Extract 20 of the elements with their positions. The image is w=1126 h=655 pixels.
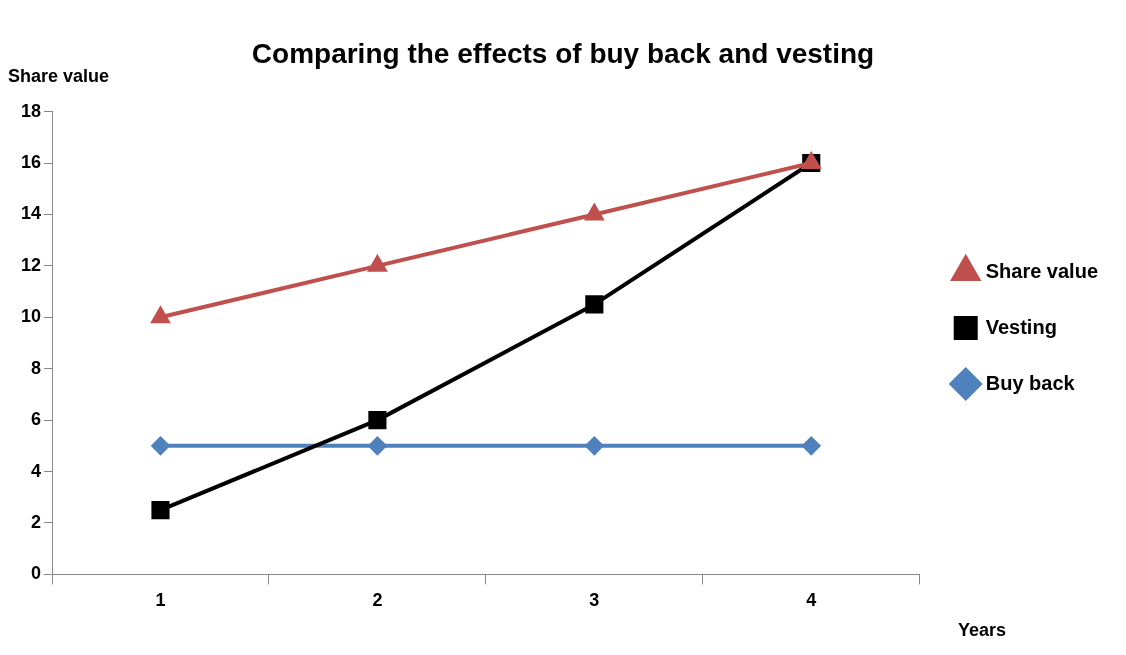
y-axis-title: Share value [8,66,110,87]
y-tick-label: 12 [20,254,42,275]
y-tick-label: 14 [20,203,42,224]
y-tick-label: 16 [20,151,42,172]
y-tick-label: 2 [31,511,42,532]
x-tick-label: 2 [372,590,383,611]
chart-title: Comparing the effects of buy back and vesting [251,37,875,69]
x-axis-title: Years [958,620,1007,641]
y-tick-label: 4 [31,460,42,481]
legend-label: Buy back [985,371,1076,394]
y-tick-label: 8 [31,357,42,378]
x-tick-label: 1 [155,590,166,611]
y-tick-label: 10 [20,306,42,327]
legend-label: Share value [985,259,1099,282]
x-tick-label: 4 [806,590,817,611]
y-tick-label: 6 [31,409,42,430]
legend-label: Vesting [985,315,1057,338]
y-tick-label: 18 [20,100,42,121]
x-tick-label: 3 [589,590,600,611]
y-tick-label: 0 [31,563,42,584]
